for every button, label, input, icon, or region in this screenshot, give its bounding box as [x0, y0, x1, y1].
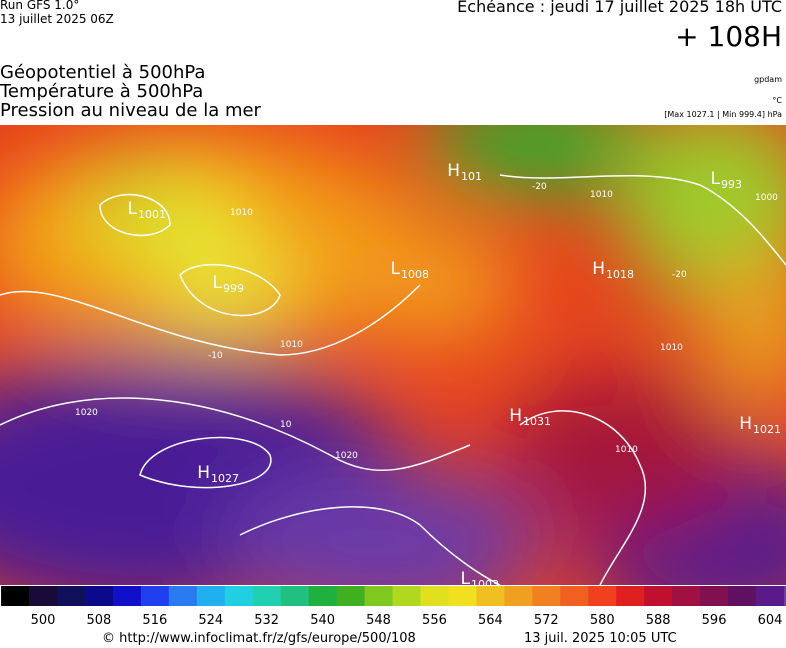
unit: [Max 1027.1 | Min 999.4] hPa	[664, 110, 782, 119]
center-value: 999	[223, 282, 244, 295]
footer-timestamp: 13 juil. 2025 10:05 UTC	[524, 631, 677, 646]
center-letter: L	[128, 199, 138, 219]
colorbar-swatch	[504, 586, 533, 606]
colorbar-swatch	[308, 586, 338, 606]
contour-label: -20	[532, 182, 547, 192]
colorbar-swatch	[700, 586, 729, 606]
colorbar-swatch	[448, 586, 477, 606]
colorbar-tick-label: 532	[254, 613, 279, 628]
center-value: 1031	[523, 415, 551, 428]
colorbar-swatch	[420, 586, 449, 606]
colorbar-swatch	[560, 586, 589, 606]
colorbar-swatch	[756, 586, 785, 606]
colorbar-tick-label: 596	[702, 613, 727, 628]
center-letter: L	[461, 569, 471, 585]
colorbar-tick-label: 564	[478, 613, 503, 628]
colorbar-swatch	[364, 586, 394, 606]
colorbar-swatch	[140, 586, 170, 606]
center-value: 1001	[138, 208, 166, 221]
colorbar-swatch	[783, 586, 786, 606]
contour-label: 1020	[335, 451, 358, 461]
field	[0, 125, 786, 585]
colorbar-swatch	[224, 586, 254, 606]
run-date: 13 juillet 2025 06Z	[0, 12, 114, 26]
contour-label: 1010	[590, 190, 613, 200]
colorbar-tick-label: 604	[758, 613, 783, 628]
center-value: 1003	[471, 578, 499, 585]
contour-label: 1020	[75, 408, 98, 418]
footer-url: © http://www.infoclimat.fr/z/gfs/europe/…	[102, 631, 416, 646]
colorbar-tick-label: 556	[422, 613, 447, 628]
colorbar-tick-label: 572	[534, 613, 559, 628]
colorbar-swatch	[392, 586, 421, 606]
colorbar-swatch	[1, 586, 30, 606]
center-value: 993	[721, 178, 742, 191]
contour-label: 1010	[230, 208, 253, 218]
center-value: 1008	[401, 268, 429, 281]
colorbar-tick-label: 540	[310, 613, 335, 628]
colorbar-tick-label: 516	[142, 613, 167, 628]
title: Géopotentiel à 500hPa	[0, 62, 206, 83]
contour-label: 1010	[660, 343, 683, 353]
colorbar-swatch	[196, 586, 226, 606]
lead-time: + 108H	[675, 20, 782, 53]
contour-label: -20	[672, 270, 687, 280]
center-value: 1027	[211, 472, 239, 485]
center-letter: H	[509, 406, 522, 426]
colorbar-swatch	[56, 586, 86, 606]
colorbar-swatch	[532, 586, 561, 606]
contour-label: 1010	[615, 445, 638, 455]
contour-label: -10	[208, 351, 223, 361]
center-value: 1018	[606, 268, 634, 281]
colorbar-swatch	[29, 586, 58, 606]
contour-label: 1000	[755, 193, 778, 203]
colorbar-swatch	[252, 586, 282, 606]
title: Température à 500hPa	[0, 81, 204, 102]
colorbar-tick-label: 508	[87, 613, 112, 628]
colorbar: 500 508 516 524 532 540 548 556 564 572 580 588 596 6…	[1, 586, 786, 628]
run: Run GFS 1.0°	[0, 0, 80, 12]
colorbar-swatch	[476, 586, 505, 606]
colorbar-swatch	[280, 586, 310, 606]
colorbar-swatch	[616, 586, 645, 606]
echeance: Echéance : jeudi 17 juillet 2025 18h UTC	[457, 0, 782, 16]
colorbar-swatch	[588, 586, 617, 606]
colorbar-tick-label: 548	[366, 613, 391, 628]
center-letter: L	[213, 273, 223, 293]
center-letter: H	[592, 259, 605, 279]
contour-label: 10	[280, 420, 292, 430]
colorbar-swatch	[728, 586, 757, 606]
colorbar-tick-label: 580	[590, 613, 615, 628]
center-letter: H	[739, 414, 752, 434]
colorbar-swatch	[644, 586, 673, 606]
center-letter: L	[391, 259, 401, 279]
center-value: 101	[461, 170, 482, 183]
colorbar-tick-label: 500	[31, 613, 56, 628]
unit: °C	[772, 96, 782, 105]
center-letter: H	[197, 463, 210, 483]
center-value: 1021	[753, 423, 781, 436]
center-letter: L	[711, 169, 721, 189]
unit: gpdam	[754, 75, 782, 84]
colorbar-swatch	[112, 586, 142, 606]
colorbar-swatch	[84, 586, 114, 606]
colorbar-tick-label: 524	[198, 613, 223, 628]
colorbar-swatch	[168, 586, 198, 606]
title: Pression au niveau de la mer	[0, 100, 261, 121]
center-letter: H	[447, 161, 460, 181]
colorbar-swatch	[336, 586, 366, 606]
isobars	[0, 174, 786, 585]
contour-label: 1010	[280, 340, 303, 350]
colorbar-swatch	[672, 586, 701, 606]
colorbar-tick-label: 588	[646, 613, 671, 628]
